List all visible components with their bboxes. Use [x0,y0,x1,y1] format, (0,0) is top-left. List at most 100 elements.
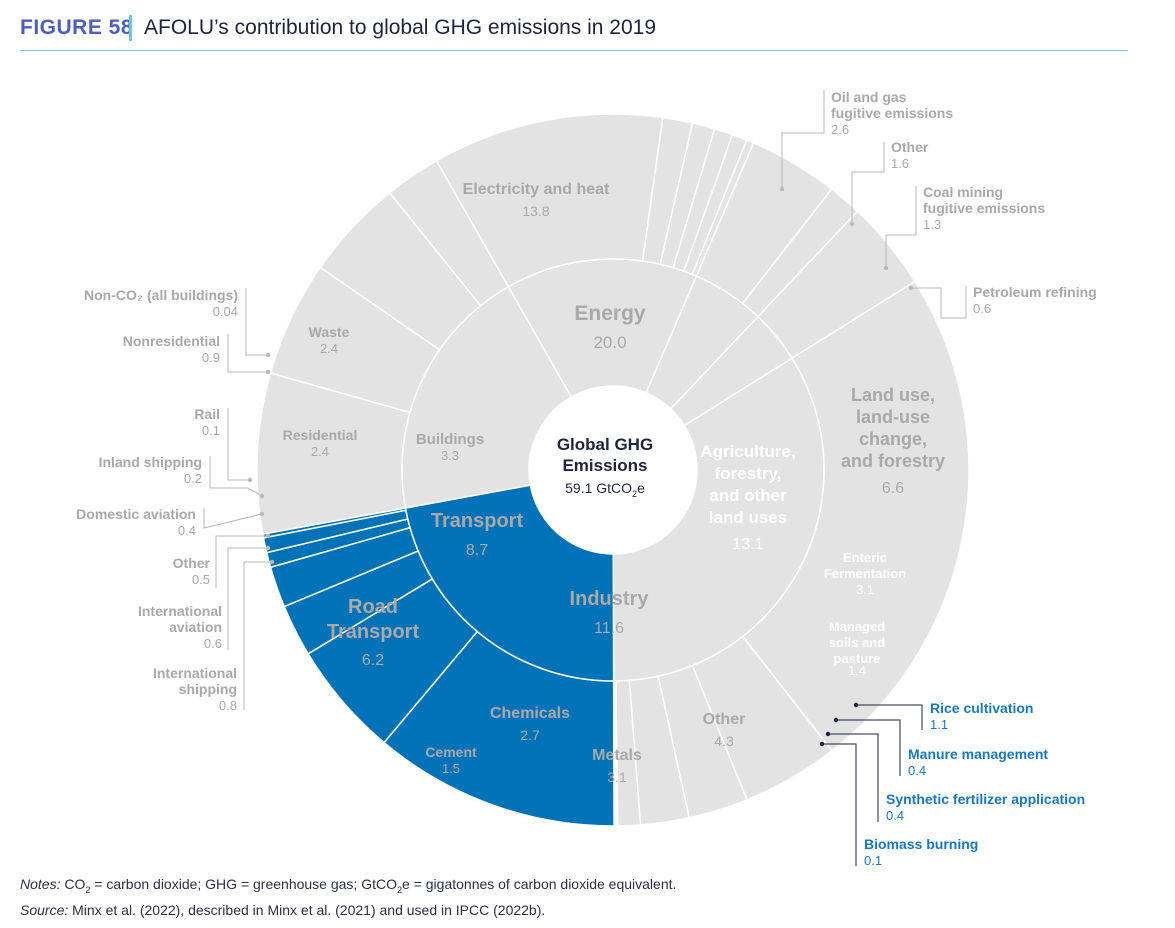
inner-afolu-value: 13.1 [732,536,763,553]
center-total: 59.1 GtCO2e [565,480,645,499]
inner-energy-label: Energy [574,302,646,325]
leader-line [227,408,250,481]
inner-industry-value: 11.6 [594,620,624,637]
callout-intl-shipping-value: 0.8 [219,698,237,713]
inner-industry-label: Industry [570,588,650,610]
center-label: Global GHG Emissions 59.1 GtCO2e [557,435,653,499]
leader-line [851,142,885,224]
outer-enteric-label: Fermentation [824,566,906,581]
callout-inland-label: Inland shipping [99,454,202,470]
source-label: Source: [20,902,69,918]
callout-synthetic-value: 0.4 [886,808,904,823]
leader-dot [247,477,253,483]
callout-oil-gas-label: Oil and gas [831,89,907,105]
outer-cement-value: 1.5 [442,761,460,776]
callout-energy-other-value: 1.6 [891,156,909,171]
center-total-sub: 2 [632,489,637,499]
outer-road-value: 6.2 [362,652,384,669]
callout-manure-label: Manure management [908,746,1048,762]
leader-line [828,733,879,822]
outer-electricity-label: Electricity and heat [463,181,610,198]
callout-intl-aviation-value: 0.6 [204,636,222,651]
callout-rail-label: Rail [194,406,220,422]
inner-transport-label: Transport [431,510,524,532]
leader-dot [265,533,271,539]
leader-line [243,561,272,710]
notes-label: Notes: [20,876,61,892]
outer-managed-soils-label: soils and [829,635,885,650]
callout-rice-value: 1.1 [930,717,948,732]
notes-text-b: = carbon dioxide; GHG = greenhouse gas; … [90,876,397,892]
leader-line [781,90,825,189]
callout-coal-value: 1.3 [923,217,941,232]
callout-coal-label: Coal mining [923,184,1003,200]
inner-buildings-value: 3.3 [441,448,459,463]
center-total-suffix: e [637,480,645,496]
callout-rail-value: 0.1 [202,423,220,438]
leader-dot [779,186,785,192]
leader-dot [853,702,859,708]
leader-dot [883,265,889,271]
outer-residential-value: 2.4 [311,444,329,459]
callout-biomass-label: Biomass burning [864,836,978,852]
callout-intl-aviation-label: International [138,603,222,619]
outer-industry-other-label: Other [703,711,746,728]
source-line: Source: Minx et al. (2022), described in… [20,902,545,918]
figure-title: AFOLU’s contribution to global GHG emiss… [144,16,657,39]
callout-domestic-aviation-value: 0.4 [178,523,196,538]
outer-industry-other-value: 4.3 [714,733,734,749]
callout-coal-label: fugitive emissions [923,200,1045,216]
callout-intl-shipping-label: International [153,665,237,681]
leader-dot [819,741,825,747]
outer-land-use-label: Land use, [851,385,935,405]
outer-land-use-label: and forestry [841,451,945,471]
callout-leaders [203,90,967,866]
outer-managed-soils-label: pasture [834,651,881,666]
outer-metals-value: 3.1 [607,769,627,785]
leader-dot [269,559,275,565]
leader-line [227,334,268,373]
callout-synthetic-label: Synthetic fertilizer application [886,791,1085,807]
center-hole [529,386,697,554]
leader-dot [908,285,914,291]
leader-dot [265,369,271,375]
leader-line [885,186,917,268]
callout-oil-gas-value: 2.6 [831,122,849,137]
callout-petroleum-value: 0.6 [973,301,991,316]
inner-afolu-label: forestry, [715,464,782,483]
callout-non-co2-value: 0.04 [213,304,238,319]
outer-road-label: Road [348,596,398,618]
inner-afolu-label: land uses [709,508,787,527]
outer-managed-soils-value: 1.4 [848,663,866,678]
leader-line [856,704,923,730]
center-title-line1: Global GHG [557,435,653,454]
leader-dot [833,717,839,723]
outer-residential-label: Residential [283,427,358,443]
outer-electricity-value: 13.8 [522,203,549,219]
callout-rice-label: Rice cultivation [930,700,1033,716]
leader-line [203,508,263,529]
leader-line [822,743,857,866]
outer-waste-label: Waste [309,324,350,340]
leader-dot [849,221,855,227]
notes-sub-b: 2 [397,884,403,895]
outer-chemicals-value: 2.7 [520,727,540,743]
leader-dot [825,731,831,737]
figure-separator [129,15,132,41]
callout-intl-aviation-label: aviation [169,619,222,635]
callout-oil-gas-label: fugitive emissions [831,105,953,121]
outer-land-use-value: 6.6 [882,480,904,497]
chart-labels: Energy 20.0 Agriculture, forestry, and other… [76,89,1097,868]
inner-afolu-label: Agriculture, [700,442,795,461]
callout-inland-value: 0.2 [184,471,202,486]
center-total-prefix: 59.1 GtCO [565,480,632,496]
leader-line [227,547,268,650]
leader-line [215,535,268,588]
callout-transport-other-label: Other [173,555,211,571]
inner-buildings-label: Buildings [416,431,484,448]
outer-road-label: Transport [327,621,420,643]
outer-metals-label: Metals [592,747,642,764]
leader-dot [259,511,265,517]
outer-cement-label: Cement [425,744,477,760]
